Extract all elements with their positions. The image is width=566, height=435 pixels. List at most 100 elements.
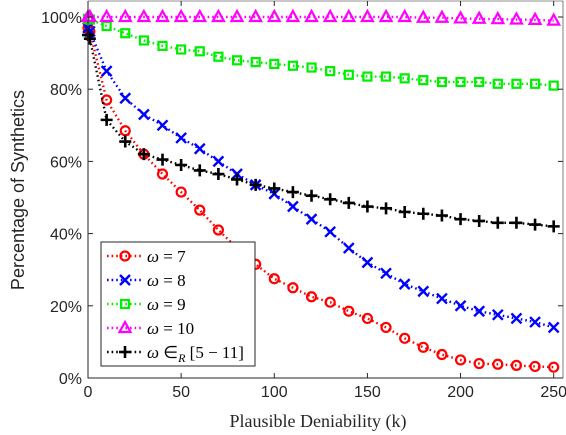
data-point: [343, 69, 354, 80]
data-point: [119, 92, 132, 105]
data-point: [156, 153, 169, 166]
series-5: [82, 29, 560, 233]
data-point: [286, 186, 299, 199]
data-point: [417, 285, 430, 298]
data-point: [492, 78, 503, 89]
data-point: [269, 58, 280, 70]
data-point: [529, 218, 542, 231]
data-point: [436, 348, 448, 361]
data-point: [324, 225, 337, 238]
data-point: [324, 193, 337, 206]
data-point: [100, 65, 113, 77]
data-point: [173, 8, 189, 23]
data-point: [176, 44, 187, 55]
data-point: [82, 8, 98, 23]
data-point: [361, 312, 374, 325]
legend-label: ω = 7: [147, 247, 186, 266]
axis-box: [88, 0, 564, 378]
data-point: [491, 308, 504, 321]
data-point: [211, 8, 226, 23]
data-point: [248, 8, 264, 23]
series-line: [86, 27, 555, 329]
data-point: [138, 108, 150, 121]
data-point: [193, 142, 206, 155]
data-point: [471, 10, 487, 24]
data-point: [249, 178, 262, 191]
data-point: [212, 155, 225, 168]
data-point: [322, 8, 338, 23]
data-point: [100, 113, 113, 126]
x-axis-label: Plausible Deniability (k): [230, 411, 407, 432]
data-point: [117, 8, 133, 23]
y-tick-label: 20%: [50, 299, 82, 316]
data-point: [229, 8, 245, 23]
data-point: [547, 220, 560, 233]
data-point: [324, 296, 336, 308]
series-2: [82, 21, 560, 334]
y-tick-label: 80%: [50, 82, 82, 99]
data-point: [474, 76, 485, 88]
data-point: [305, 213, 318, 226]
data-point: [287, 60, 299, 71]
x-tick-label: 50: [172, 384, 190, 401]
data-point: [343, 305, 355, 317]
data-point: [362, 71, 373, 82]
legend-item: ω = 7: [107, 247, 186, 266]
data-point: [360, 8, 375, 23]
legend-marker: [119, 274, 131, 286]
data-point: [473, 305, 486, 318]
legend-label: ω = 10: [147, 319, 194, 338]
data-point: [547, 321, 560, 334]
data-point: [454, 299, 467, 312]
data-point: [399, 73, 410, 84]
data-point: [492, 358, 504, 370]
data-point: [453, 10, 468, 24]
data-point: [192, 8, 208, 23]
data-point: [304, 8, 319, 23]
series-line: [87, 17, 554, 87]
legend-label: ω = 8: [147, 271, 186, 290]
series-line: [86, 34, 554, 228]
data-point: [436, 76, 448, 88]
legend-marker: [119, 346, 131, 358]
series-4: [80, 8, 562, 26]
legend-label: ω ∈R [5 − 11]: [147, 343, 244, 365]
legend-item: ω ∈R [5 − 11]: [107, 343, 244, 365]
data-point: [156, 168, 169, 180]
data-point: [231, 173, 244, 186]
data-point: [175, 132, 187, 144]
data-point: [212, 224, 224, 236]
data-point: [417, 341, 429, 353]
data-point: [529, 360, 541, 373]
data-point: [138, 35, 149, 46]
data-point: [510, 216, 523, 229]
data-point: [325, 66, 336, 77]
legend-label: ω = 9: [147, 295, 186, 314]
data-point: [511, 78, 522, 89]
y-tick-label: 40%: [50, 227, 82, 244]
data-point: [155, 8, 170, 23]
x-tick-label: 200: [447, 384, 474, 401]
data-point: [418, 75, 429, 86]
data-point: [548, 361, 560, 373]
data-point: [510, 359, 523, 371]
y-tick-label: 60%: [50, 154, 82, 171]
data-point: [119, 135, 132, 148]
y-tick-label: 100%: [41, 10, 82, 27]
legend: ω = 7 ω = 8 ω = 9 ω = 10 ω ∈R [5 − 11]: [100, 241, 256, 367]
data-point: [99, 8, 114, 23]
data-point: [194, 204, 206, 216]
data-point: [175, 186, 187, 198]
data-point: [136, 8, 152, 23]
data-point: [306, 62, 317, 73]
data-point: [454, 354, 467, 366]
data-point: [212, 168, 225, 181]
data-point: [305, 189, 318, 202]
legend-marker: [117, 319, 133, 334]
y-axis-label: Percentage of Synthetics: [8, 90, 28, 290]
data-point: [194, 46, 205, 57]
data-point: [417, 207, 430, 220]
data-point: [119, 125, 131, 137]
data-point: [287, 200, 299, 213]
data-point: [361, 200, 374, 213]
